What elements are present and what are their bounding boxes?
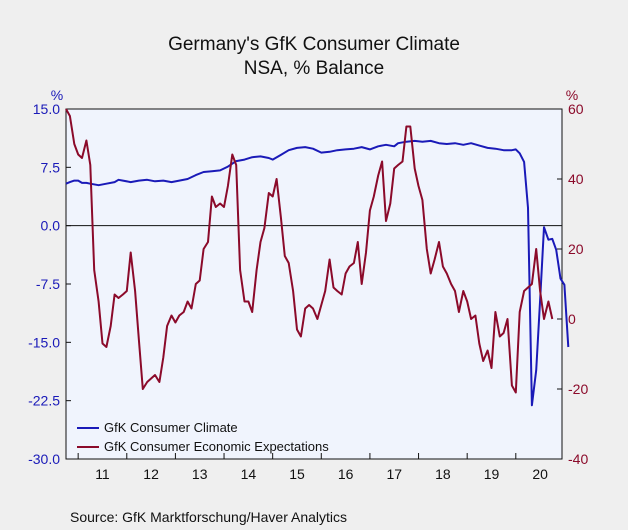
x-tick-label: 17 <box>386 466 402 482</box>
series-lines <box>65 108 570 407</box>
right-axis-unit: % <box>566 87 578 103</box>
x-tick-label: 14 <box>241 466 257 482</box>
source-note: Source: GfK Marktforschung/Haver Analyti… <box>70 509 347 525</box>
left-axis-unit: % <box>51 87 63 103</box>
chart-title: Germany's GfK Consumer Climate <box>168 34 460 55</box>
right-tick-label: 60 <box>568 101 584 117</box>
right-tick-label: 40 <box>568 171 584 187</box>
plot-area <box>65 108 563 460</box>
x-tick-label: 16 <box>338 466 354 482</box>
left-tick-label: -22.5 <box>28 393 60 409</box>
right-tick-label: 20 <box>568 241 584 257</box>
x-tick-label: 11 <box>95 466 110 482</box>
legend-label-expectations: GfK Consumer Economic Expectations <box>104 439 329 454</box>
left-tick-label: 0.0 <box>41 218 61 234</box>
x-tick-label: 20 <box>532 466 548 482</box>
x-tick-label: 19 <box>484 466 500 482</box>
right-tick-label: 0 <box>568 311 576 327</box>
x-tick-label: 13 <box>192 466 208 482</box>
axes: 15.0 7.5 0.0 -7.5 -15.0 -22.5 -30.0 60 40 20 0 -20 -… <box>28 101 588 482</box>
x-tick-label: 15 <box>289 466 305 482</box>
right-tick-label: -20 <box>568 381 588 397</box>
legend-label-climate: GfK Consumer Climate <box>104 420 238 435</box>
left-tick-label: -30.0 <box>28 451 60 467</box>
chart-subtitle: NSA, % Balance <box>244 58 384 79</box>
left-tick-label: -7.5 <box>36 276 60 292</box>
left-tick-label: 7.5 <box>41 159 61 175</box>
legend: GfK Consumer Climate GfK Consumer Econom… <box>77 420 329 454</box>
left-tick-label: -15.0 <box>28 334 60 350</box>
right-tick-label: -40 <box>568 451 588 467</box>
series-line-economic-expectations <box>65 108 554 394</box>
x-tick-label: 18 <box>435 466 451 482</box>
x-tick-label: 12 <box>143 466 159 482</box>
left-tick-label: 15.0 <box>33 101 60 117</box>
series-line-consumer-climate <box>65 139 570 407</box>
